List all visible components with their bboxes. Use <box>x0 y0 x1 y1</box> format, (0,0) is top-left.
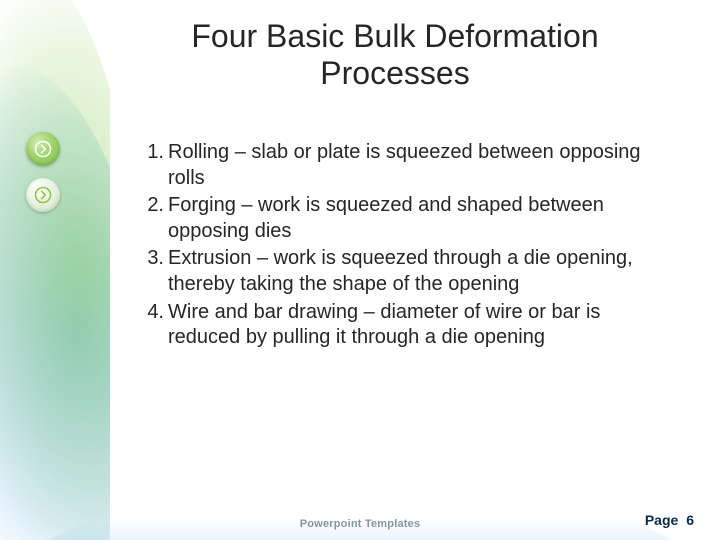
list-text: Extrusion – work is squeezed through a d… <box>168 247 633 295</box>
list-item: 1. Rolling – slab or plate is squeezed b… <box>140 140 660 191</box>
arrow-right-circle-icon <box>26 132 60 166</box>
page-number: 6 <box>686 512 694 528</box>
title-line-2: Processes <box>320 55 469 91</box>
title-line-1: Four Basic Bulk Deformation <box>191 18 598 54</box>
list-item: 4. Wire and bar drawing – diameter of wi… <box>140 300 660 351</box>
list-text: Rolling – slab or plate is squeezed betw… <box>168 141 641 189</box>
list-text: Forging – work is squeezed and shaped be… <box>168 194 604 242</box>
list-item: 3. Extrusion – work is squeezed through … <box>140 246 660 297</box>
left-swoosh-decoration <box>0 0 110 540</box>
list-item: 2. Forging – work is squeezed and shaped… <box>140 193 660 244</box>
list-number: 2. <box>140 193 164 219</box>
slide-title: Four Basic Bulk Deformation Processes <box>110 18 680 92</box>
template-branding: Powerpoint Templates <box>300 518 421 530</box>
page-label: Page <box>645 512 678 528</box>
arrow-right-circle-icon <box>26 178 60 212</box>
list-number: 4. <box>140 300 164 326</box>
list-number: 1. <box>140 140 164 166</box>
content-list: 1. Rolling – slab or plate is squeezed b… <box>140 140 660 353</box>
list-number: 3. <box>140 246 164 272</box>
page-footer: Page 6 <box>645 512 694 528</box>
list-text: Wire and bar drawing – diameter of wire … <box>168 301 600 349</box>
